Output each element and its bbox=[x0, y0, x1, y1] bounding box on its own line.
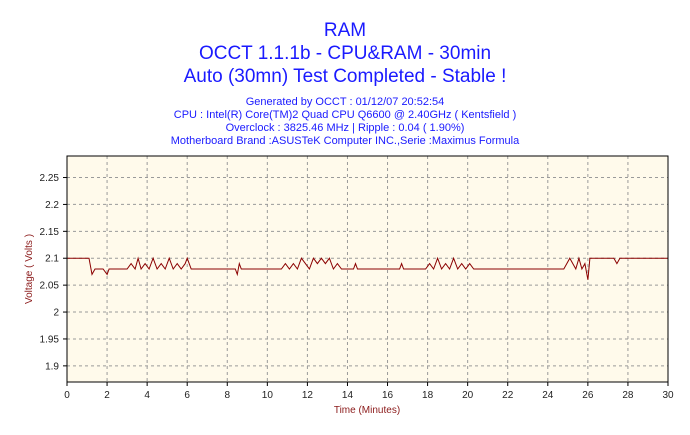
x-tick-label: 28 bbox=[622, 390, 634, 401]
y-tick-label: 1.9 bbox=[45, 361, 59, 372]
y-tick-label: 2.25 bbox=[40, 173, 60, 184]
series-line-voltage bbox=[67, 256, 668, 280]
x-tick-label: 14 bbox=[342, 390, 354, 401]
chart-subtitle: OCCT 1.1.1b - CPU&RAM - 30min bbox=[198, 43, 492, 64]
y-tick-label: 2.05 bbox=[40, 281, 60, 292]
x-tick-label: 16 bbox=[382, 390, 394, 401]
generated-info: Generated by OCCT : 01/12/07 20:52:54 bbox=[245, 96, 445, 108]
y-tick-label: 2.2 bbox=[45, 200, 59, 211]
x-tick-label: 10 bbox=[262, 390, 274, 401]
x-tick-label: 0 bbox=[64, 390, 70, 401]
x-tick-label: 8 bbox=[224, 390, 230, 401]
x-tick-label: 12 bbox=[302, 390, 314, 401]
axis-ticks: 0 2 4 6 8 10 12 14 16 18 20 22 24 26 28 301.91.9522.052… bbox=[40, 173, 674, 401]
y-tick-label: 2.15 bbox=[40, 227, 60, 238]
plot-frame bbox=[66, 155, 669, 383]
cpu-info: CPU : Intel(R) Core(TM)2 Quad CPU Q6600 … bbox=[173, 109, 517, 121]
overclock-info: Overclock : 3825.46 MHz | Ripple : 0.04 … bbox=[225, 122, 465, 134]
chart-title: RAM bbox=[323, 20, 367, 41]
x-axis-label: Time (Minutes) bbox=[334, 405, 400, 416]
x-tick-label: 6 bbox=[184, 390, 190, 401]
x-tick-label: 22 bbox=[502, 390, 514, 401]
x-tick-label: 18 bbox=[422, 390, 434, 401]
y-tick-label: 1.95 bbox=[40, 334, 60, 345]
x-tick-label: 20 bbox=[462, 390, 474, 401]
motherboard-info: Motherboard Brand :ASUSTeK Computer INC.… bbox=[170, 135, 520, 147]
x-tick-label: 2 bbox=[104, 390, 110, 401]
grid-lines bbox=[67, 156, 668, 382]
y-tick-label: 2 bbox=[53, 308, 59, 319]
x-tick-label: 30 bbox=[662, 390, 674, 401]
y-tick-label: 2.1 bbox=[45, 254, 59, 265]
x-tick-label: 26 bbox=[582, 390, 594, 401]
x-tick-label: 4 bbox=[144, 390, 150, 401]
test-status: Auto (30mn) Test Completed - Stable ! bbox=[183, 66, 507, 87]
x-tick-label: 24 bbox=[542, 390, 554, 401]
y-axis-label: Voltage ( Volts ) bbox=[24, 234, 35, 304]
